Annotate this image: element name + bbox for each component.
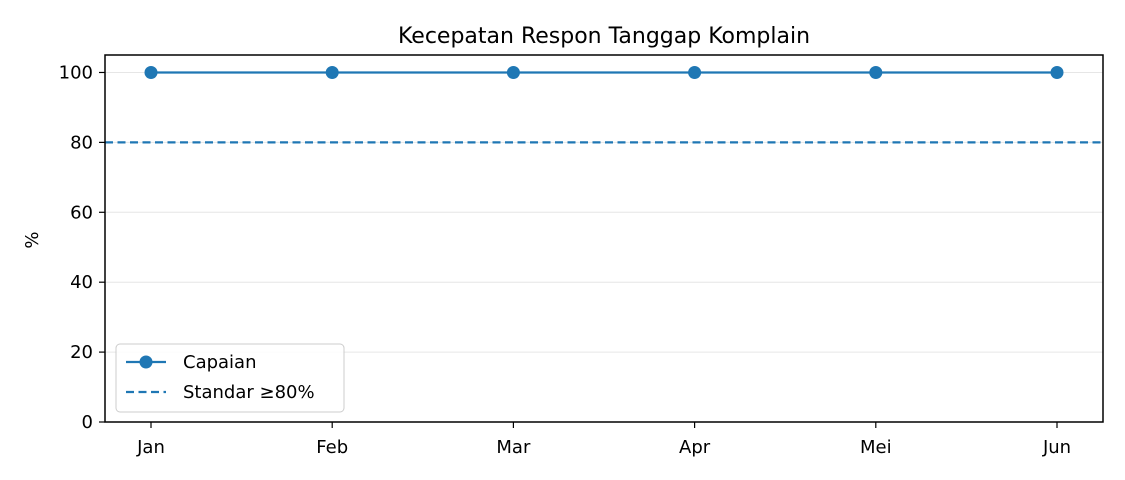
capaian-point — [1050, 65, 1064, 79]
y-tick-label: 0 — [82, 412, 93, 433]
capaian-point — [869, 65, 883, 79]
plot-frame — [104, 54, 1104, 423]
x-tick-label: Jan — [136, 437, 165, 458]
capaian-point — [144, 65, 158, 79]
capaian-point — [325, 65, 339, 79]
legend-box — [115, 343, 345, 413]
x-tick-label: Mei — [860, 437, 892, 458]
legend-marker-capaian — [139, 355, 153, 369]
y-tick-label: 20 — [70, 342, 93, 363]
legend-label-standard: Standar ≥80% — [183, 382, 315, 403]
legend-label-capaian: Capaian — [183, 352, 257, 373]
x-axis: Jan Feb Mar Apr Mei Jun — [136, 422, 1071, 458]
x-tick-label: Jun — [1042, 437, 1071, 458]
x-tick-label: Mar — [496, 437, 531, 458]
series-group — [144, 65, 1064, 79]
y-tick-label: 60 — [70, 202, 93, 223]
x-tick-label: Apr — [679, 437, 711, 458]
y-tick-label: 40 — [70, 272, 93, 293]
y-axis: 0 20 40 60 80 100 — [59, 62, 105, 433]
y-axis-label: % — [22, 231, 43, 248]
capaian-point — [688, 65, 702, 79]
chart-title: Kecepatan Respon Tanggap Komplain — [398, 24, 810, 49]
legend: Capaian Standar ≥80% — [115, 343, 345, 413]
x-tick-label: Feb — [316, 437, 348, 458]
capaian-point — [506, 65, 520, 79]
y-tick-label: 80 — [70, 132, 93, 153]
grid-lines — [105, 71, 1103, 353]
y-tick-label: 100 — [59, 62, 93, 83]
